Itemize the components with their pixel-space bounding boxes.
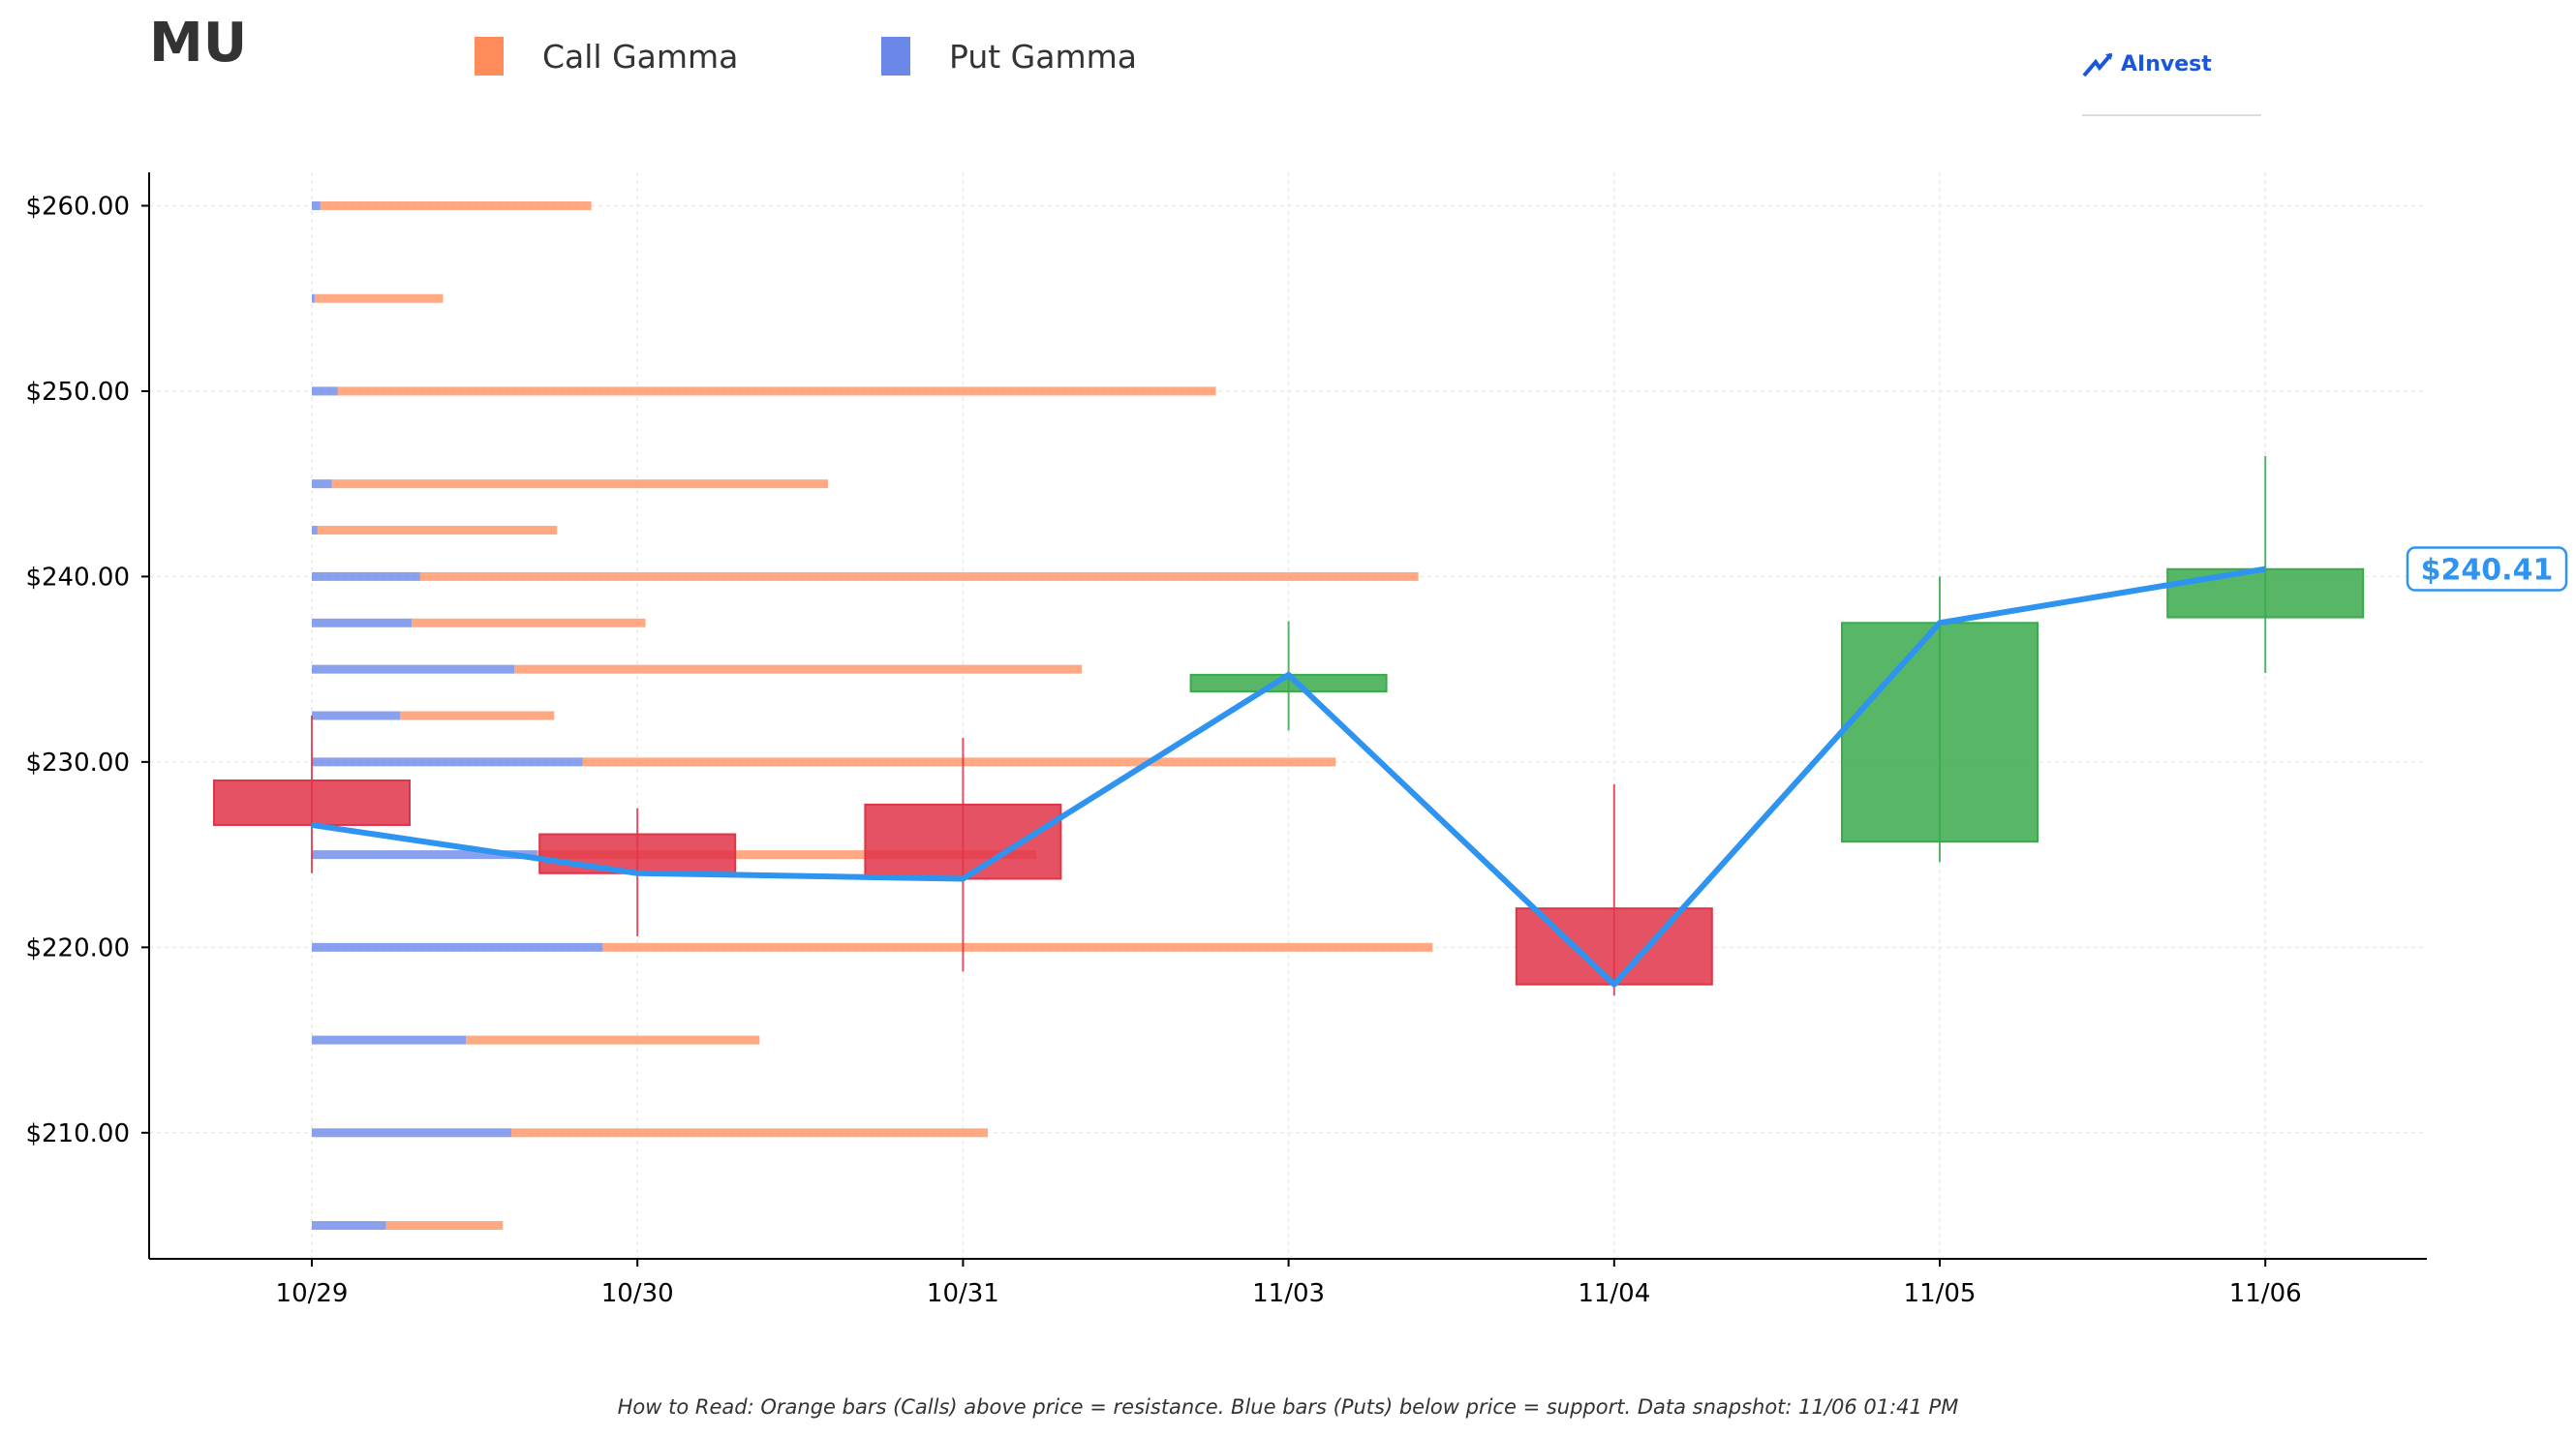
put-gamma-bar (312, 200, 321, 210)
x-tick-label: 10/30 (601, 1279, 674, 1308)
call-gamma-bar (466, 1035, 760, 1045)
put-gamma-bar (312, 293, 315, 303)
y-tick-label: $250.00 (25, 378, 130, 407)
ainvest-logo-icon (2082, 52, 2113, 77)
gamma-candlestick-chart: $210.00 $220.00 $230.00 $240.00 $250.00 $260.… (25, 172, 2568, 1308)
put-gamma-bar (312, 1035, 467, 1045)
last-price-label: $240.41 (2421, 554, 2554, 588)
put-gamma-bar (312, 757, 583, 767)
x-tick-label: 10/29 (276, 1279, 349, 1308)
put-gamma-bar (312, 526, 318, 535)
y-tick-label: $260.00 (25, 192, 130, 221)
call-gamma-bar (337, 386, 1216, 396)
call-gamma-bar (331, 479, 829, 489)
put-gamma-bar (312, 386, 338, 396)
last-price-badge (2406, 546, 2568, 592)
candle-body (2166, 567, 2365, 619)
put-gamma-bar (312, 479, 332, 489)
put-gamma-swatch (881, 37, 910, 76)
y-tick-label: $220.00 (25, 933, 130, 963)
put-gamma-bar (312, 942, 603, 952)
brand-logo: AInvest (2082, 43, 2261, 116)
candle-body (864, 803, 1062, 880)
legend-item-put-gamma: Put Gamma (881, 37, 1137, 76)
call-gamma-bar (511, 1128, 988, 1138)
call-gamma-bar (314, 293, 444, 303)
candle-body (213, 780, 411, 826)
call-gamma-swatch (475, 37, 504, 76)
call-gamma-bar (537, 850, 1037, 860)
legend-label-call-gamma: Call Gamma (542, 37, 739, 76)
call-gamma-bar (385, 1221, 504, 1231)
put-gamma-bar (312, 1221, 386, 1231)
y-tick-label: $230.00 (25, 749, 130, 778)
price-label-layer: $240.41 (2406, 546, 2568, 592)
call-gamma-bar (320, 200, 592, 210)
x-tick-label: 10/31 (927, 1279, 999, 1308)
footer-note: How to Read: Orange bars (Calls) above p… (617, 1395, 1959, 1419)
close-price-line (311, 566, 2266, 988)
call-gamma-bar (582, 757, 1336, 767)
y-tick-label: $210.00 (25, 1119, 130, 1148)
close-line-layer (311, 566, 2266, 988)
put-gamma-bar (312, 618, 413, 627)
put-gamma-bar (312, 571, 420, 581)
x-tick-label: 11/05 (1904, 1279, 1977, 1308)
call-gamma-bar (602, 942, 1433, 952)
gamma-bars-layer (312, 200, 1433, 1231)
put-gamma-bar (312, 711, 401, 720)
y-tick-label: $240.00 (25, 563, 130, 592)
candles-layer (213, 455, 2365, 996)
call-gamma-bar (419, 571, 1419, 581)
put-gamma-bar (312, 1128, 512, 1138)
put-gamma-bar (312, 664, 515, 674)
legend-item-call-gamma: Call Gamma (475, 37, 738, 76)
call-gamma-bar (317, 526, 558, 535)
put-gamma-bar (312, 850, 537, 860)
x-tick-label: 11/06 (2229, 1279, 2302, 1308)
candle-body (538, 833, 737, 874)
x-tick-label: 11/03 (1252, 1279, 1325, 1308)
legend-label-put-gamma: Put Gamma (949, 37, 1137, 76)
ticker-title: MU (149, 12, 248, 75)
call-gamma-bar (514, 664, 1083, 674)
candle-body (1841, 622, 2039, 843)
x-tick-label: 11/04 (1578, 1279, 1650, 1308)
axes-layer: $210.00 $220.00 $230.00 $240.00 $250.00 $260.… (25, 172, 2427, 1308)
call-gamma-bar (412, 618, 646, 627)
call-gamma-bar (400, 711, 555, 720)
brand-name: AInvest (2121, 52, 2212, 76)
